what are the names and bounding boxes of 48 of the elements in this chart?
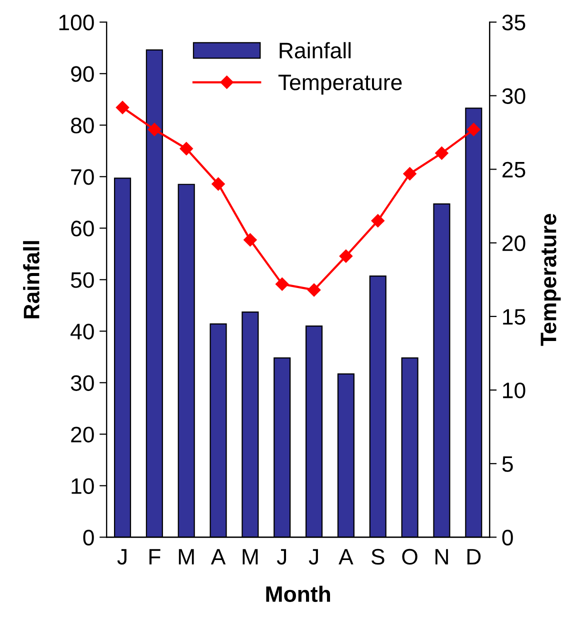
x-tick-label: M [242,549,258,564]
x-axis-title: Month [266,586,330,602]
point [467,122,480,136]
point [276,277,289,291]
y2-tick-label: 15 [503,309,526,325]
x-tick-label: J [276,549,286,565]
y2-tick-label: 30 [502,88,526,104]
legend-label: Temperature [278,74,402,95]
point [116,100,130,114]
y-tick-label: 90 [71,66,94,82]
x-tick-label: O [402,548,418,565]
y-tick-label: 40 [70,324,94,340]
x-tick-label: A [210,549,226,564]
y2-axis-title: Temperature [540,214,561,346]
legend-label: Rainfall [280,42,351,58]
y-tick-label: 50 [70,272,94,288]
y2-tick-label: 20 [502,235,526,252]
point [371,214,384,228]
y2-tick-label: 5 [502,456,513,472]
point [180,142,193,156]
x-tick-label: N [436,549,448,564]
point [212,177,225,191]
x-tick-label: J [308,549,318,565]
y-tick-label: 70 [71,169,94,185]
y-tick-label: 0 [83,530,94,546]
y2-tick-label: 35 [502,14,526,30]
y-tick-label: 80 [71,118,94,134]
point [403,167,416,180]
y-axis-title: Rainfall [23,241,40,318]
y2-tick-label: 10 [503,382,526,398]
y-tick-label: 20 [71,426,94,442]
y-tick-label: 30 [70,375,94,391]
y-tick-label: 100 [59,14,94,30]
x-tick-label: M [178,549,194,564]
x-tick-label: J [117,549,126,565]
x-tick-label: F [149,549,160,564]
point [148,122,162,136]
point [244,233,257,247]
y2-tick-label: 0 [502,530,513,546]
y-tick-label: 60 [71,220,94,236]
point [435,146,448,160]
point [307,283,321,297]
y2-tick-label: 25 [502,162,526,178]
point [339,250,353,263]
x-tick-label: A [338,549,354,564]
y-tick-label: 10 [72,478,94,494]
x-tick-label: D [467,549,481,564]
x-tick-label: S [371,548,384,565]
